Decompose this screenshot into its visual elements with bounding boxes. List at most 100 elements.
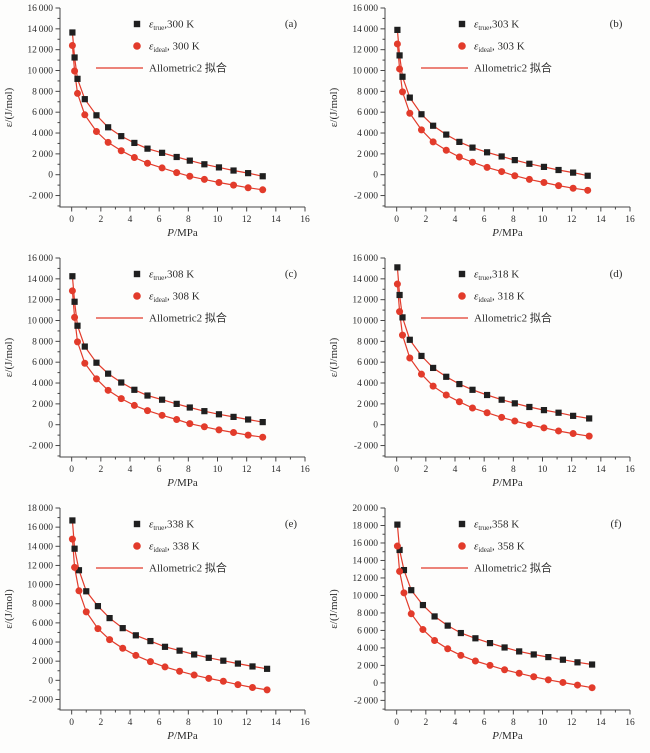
- data-point-ideal: [200, 175, 208, 183]
- data-point-true: [105, 370, 112, 377]
- data-point-ideal: [68, 42, 76, 50]
- y-tick-label: 16 000: [27, 523, 53, 533]
- data-point-ideal: [483, 409, 491, 417]
- data-point-true: [249, 663, 256, 670]
- y-tick-label: 16 000: [352, 4, 378, 14]
- data-point-ideal: [406, 109, 414, 117]
- y-tick-label: 6 000: [32, 108, 53, 118]
- y-axis-title: ε/(J/mol): [328, 589, 340, 629]
- data-point-ideal: [444, 645, 452, 653]
- x-tick-label: 6: [157, 465, 162, 475]
- x-tick-label: 0: [69, 465, 74, 475]
- data-point-ideal: [200, 423, 208, 431]
- y-tick-label: 12 000: [352, 296, 378, 306]
- legend-label-ideal: εideal, 303 K: [474, 41, 525, 55]
- legend-square-marker: [133, 270, 141, 278]
- data-point-true: [69, 273, 76, 280]
- tick-labels: 0 2 4 6 8 10 12 14 16 -2 000 0 2 000 4 000 6 000 8 000…: [27, 4, 310, 225]
- subplot-d: 0 2 4 6 8 10 12 14 16 -2 000 0 2 000 4 000 6 000 8 000…: [325, 250, 650, 500]
- series-ideal: [393, 542, 596, 692]
- data-point-true: [132, 632, 139, 639]
- x-tick-label: 12: [242, 718, 252, 728]
- data-point-ideal: [158, 164, 166, 172]
- y-tick-label: 4 000: [32, 638, 53, 648]
- data-point-true: [498, 396, 505, 403]
- y-tick-label: 2 000: [357, 150, 378, 160]
- subplot-a: 0 2 4 6 8 10 12 14 16 -2 000 0 2 000 4 000 6 000 8 000…: [0, 0, 325, 250]
- data-point-ideal: [588, 684, 596, 692]
- data-point-true: [186, 157, 193, 164]
- axes: [384, 508, 630, 711]
- data-point-true: [71, 54, 78, 61]
- data-point-ideal: [469, 404, 476, 412]
- data-point-ideal: [249, 684, 256, 692]
- data-point-ideal: [501, 666, 509, 674]
- x-tick-label: 14: [596, 718, 606, 728]
- x-tick-label: 0: [394, 718, 399, 728]
- y-tick-label: 10 000: [352, 67, 378, 77]
- tick-marks: [55, 507, 306, 715]
- data-point-ideal: [75, 587, 83, 595]
- y-tick-label: 14 000: [352, 275, 378, 285]
- x-tick-label: 16: [300, 215, 310, 225]
- y-tick-label: 12 000: [352, 574, 378, 584]
- data-point-true: [263, 665, 271, 672]
- x-tick-label: 12: [567, 215, 577, 225]
- data-point-true: [469, 386, 476, 393]
- data-point-true: [584, 172, 591, 179]
- x-tick-label: 6: [482, 718, 487, 728]
- y-tick-label: 0: [48, 421, 53, 431]
- y-tick-label: 14 000: [27, 25, 53, 35]
- y-tick-label: 14 000: [352, 556, 378, 566]
- data-point-true: [483, 391, 491, 399]
- data-point-true: [173, 400, 180, 407]
- data-point-true: [201, 161, 208, 168]
- data-point-true: [400, 566, 408, 574]
- data-point-ideal: [173, 169, 181, 177]
- data-point-ideal: [82, 608, 90, 616]
- data-point-true: [201, 408, 208, 415]
- data-point-true: [483, 149, 491, 156]
- x-tick-label: 8: [186, 718, 191, 728]
- data-point-ideal: [92, 127, 100, 135]
- y-tick-label: 16 000: [27, 254, 53, 264]
- x-tick-label: 4: [128, 215, 133, 225]
- series-true: [394, 521, 596, 668]
- data-point-true: [245, 170, 252, 177]
- chart-(a): 0 2 4 6 8 10 12 14 16 -2 000 0 2 000 4 000 6 000 8 000…: [3, 4, 310, 239]
- data-point-ideal: [540, 179, 548, 187]
- data-point-ideal: [244, 184, 252, 192]
- tick-marks: [55, 257, 306, 462]
- data-point-true: [406, 336, 413, 343]
- data-point-true: [570, 412, 577, 419]
- subplot-e: 0 2 4 6 8 10 12 14 16 -2 000 0 2 000 4 000 6 000 8 000…: [0, 500, 325, 753]
- y-tick-label: 0: [373, 421, 378, 431]
- data-point-ideal: [186, 172, 194, 180]
- series-ideal: [393, 40, 592, 194]
- data-point-ideal: [442, 146, 450, 154]
- data-point-ideal: [144, 407, 151, 415]
- y-axis-title: ε/(J/mol): [328, 337, 340, 377]
- y-axis-title: ε/(J/mol): [328, 87, 340, 127]
- data-point-true: [511, 400, 518, 407]
- data-point-ideal: [442, 391, 450, 399]
- data-point-true: [176, 647, 183, 654]
- data-point-true: [93, 112, 100, 119]
- legend-label-true: εtrue,318 K: [474, 269, 519, 283]
- data-point-ideal: [584, 186, 592, 194]
- data-point-true: [93, 359, 100, 366]
- y-tick-label: 12 000: [27, 296, 53, 306]
- data-point-ideal: [119, 644, 127, 652]
- y-tick-label: -2 000: [29, 192, 53, 202]
- y-tick-label: 16 000: [352, 539, 378, 549]
- data-point-true: [559, 656, 567, 663]
- data-point-ideal: [455, 153, 463, 161]
- data-point-true: [456, 138, 463, 145]
- tick-marks: [55, 7, 306, 212]
- series-true: [69, 29, 266, 180]
- legend-square-marker: [458, 270, 466, 278]
- data-point-true: [469, 144, 476, 151]
- data-point-true: [555, 166, 562, 174]
- data-point-true: [215, 164, 223, 171]
- x-tick-label: 10: [538, 718, 548, 728]
